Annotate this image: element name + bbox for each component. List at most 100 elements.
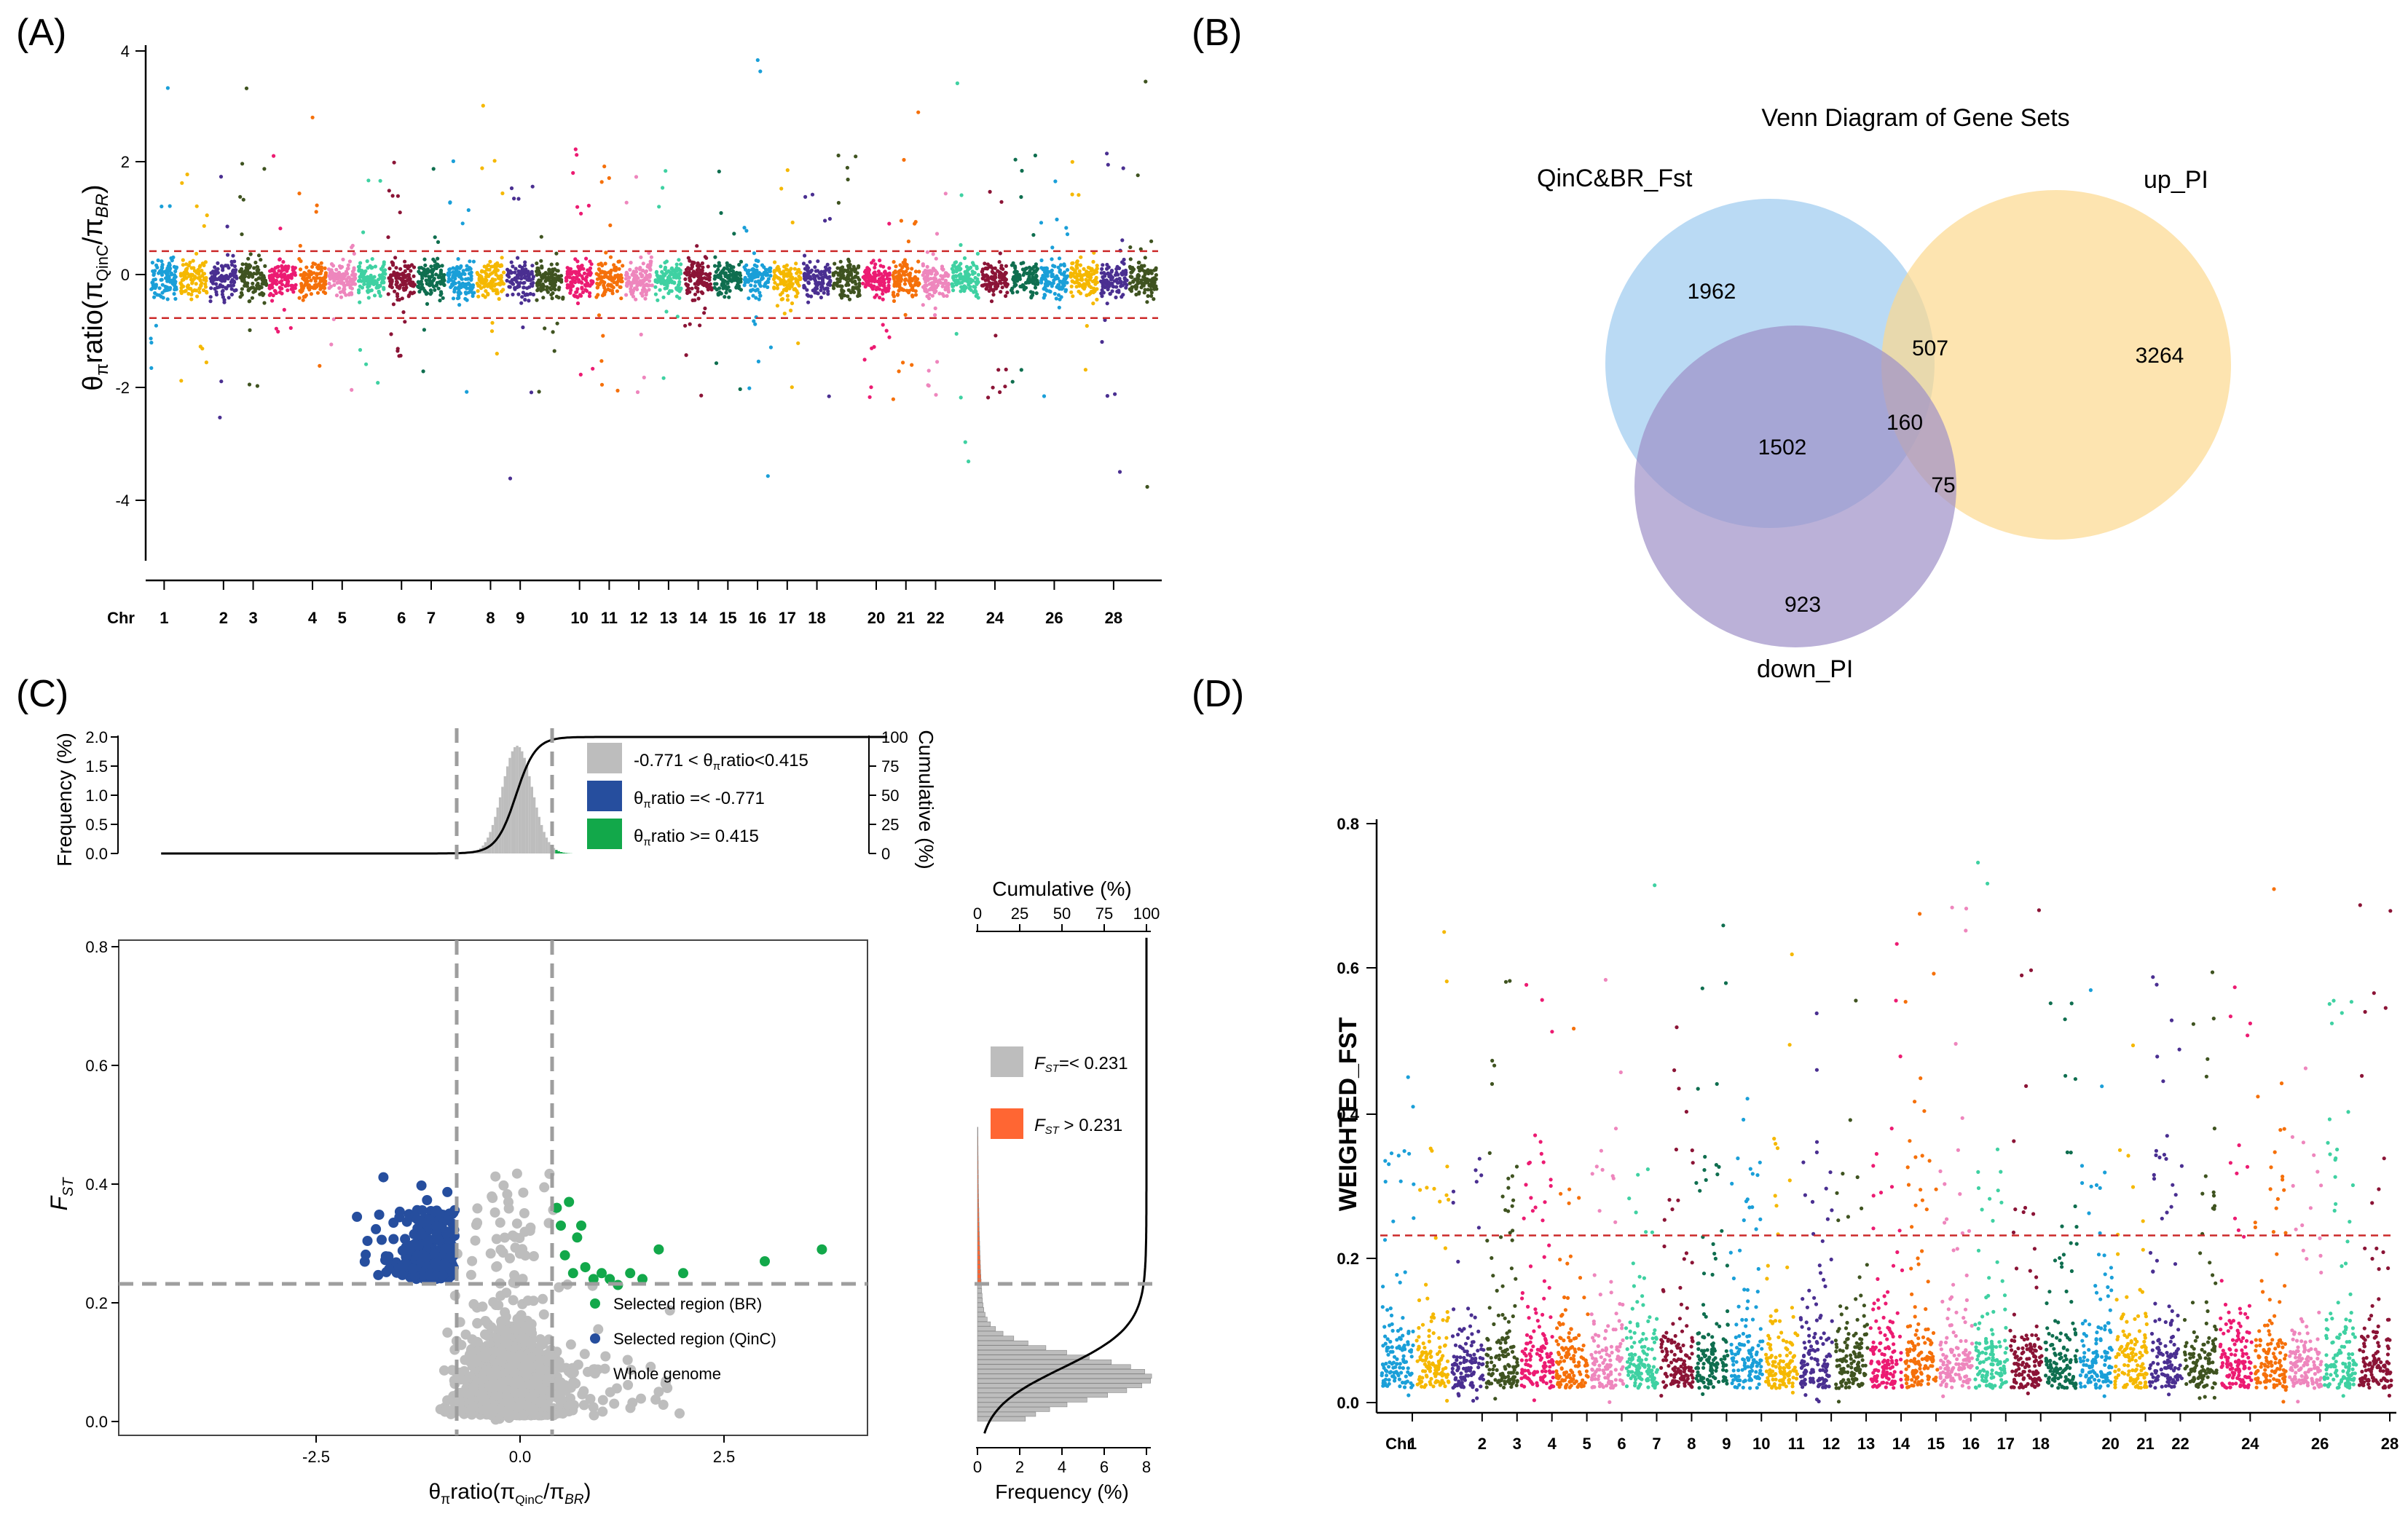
manhattan-a-point (286, 267, 290, 270)
manhattan-a-point (768, 269, 772, 273)
manhattan-a-point (1124, 286, 1128, 290)
manhattan-a-point (513, 287, 516, 291)
manhattan-a-point (900, 288, 904, 291)
manhattan-a-point (463, 297, 467, 301)
manhattan-a-point (551, 296, 554, 300)
manhattan-a-point (423, 264, 427, 267)
a-xtick-label: 21 (897, 609, 915, 627)
manhattan-a-point (204, 285, 208, 288)
manhattan-a-point (1137, 261, 1141, 264)
manhattan-a-point (569, 267, 573, 271)
manhattan-a-point (476, 289, 480, 293)
manhattan-a-point (261, 277, 265, 281)
manhattan-a-point (650, 283, 654, 287)
manhattan-a-point (393, 290, 396, 293)
manhattan-a-point (728, 269, 731, 273)
manhattan-a-point (674, 266, 678, 269)
manhattan-a-point (927, 296, 931, 300)
manhattan-a-point (256, 268, 260, 272)
manhattan-a-point (696, 261, 700, 265)
manhattan-a-point (521, 326, 524, 329)
manhattan-a-point (642, 376, 646, 379)
manhattan-a-point (539, 259, 543, 263)
manhattan-a-point (175, 266, 178, 269)
scatter-point-whole (491, 1262, 501, 1272)
manhattan-a-point (540, 266, 543, 269)
top-hist-bar (533, 797, 535, 853)
manhattan-a-point (596, 277, 599, 281)
manhattan-a-point (819, 282, 822, 285)
manhattan-a-point (1063, 277, 1067, 281)
manhattan-a-point (379, 179, 382, 183)
top-hist-bar (508, 758, 511, 853)
manhattan-a-point (588, 259, 591, 263)
manhattan-a-point (471, 294, 475, 298)
manhattan-a-point (200, 269, 203, 272)
manhattan-a-point (549, 293, 553, 296)
manhattan-a-point (532, 293, 535, 296)
manhattan-a-point (951, 284, 955, 288)
manhattan-a-point (1079, 264, 1082, 267)
manhattan-a-point (404, 275, 407, 279)
manhattan-a-point (881, 279, 884, 283)
manhattan-a-point (1011, 277, 1015, 281)
manhattan-a-point (839, 269, 843, 272)
venn-label-fst: QinC&BR_Fst (1537, 165, 1693, 192)
manhattan-a-point (438, 299, 441, 302)
manhattan-a-point (815, 291, 819, 295)
manhattan-a-point (1073, 275, 1077, 279)
manhattan-a-point (527, 299, 530, 302)
manhattan-a-point (320, 267, 323, 270)
manhattan-a-point (679, 262, 682, 266)
manhattan-a-point (926, 265, 929, 269)
manhattan-a-point (650, 256, 653, 259)
manhattan-a-point (398, 298, 401, 301)
manhattan-a-point (275, 327, 278, 331)
scatter-point-whole (442, 1328, 452, 1338)
a-xtick-label: 1 (160, 609, 168, 627)
manhattan-a-point (230, 260, 234, 264)
manhattan-a-point (975, 277, 979, 281)
manhattan-a-point (441, 296, 445, 300)
manhattan-a-point (358, 278, 361, 282)
manhattan-a-point (693, 293, 697, 296)
manhattan-a-point (168, 204, 172, 208)
manhattan-a-point (840, 290, 843, 293)
manhattan-a-point (1004, 368, 1008, 371)
manhattan-a-point (223, 279, 227, 283)
scatter-point-whole (466, 1270, 476, 1280)
manhattan-a-point (240, 291, 243, 295)
manhattan-a-point (204, 276, 208, 280)
manhattan-a-point (1071, 267, 1075, 271)
manhattan-a-point (1084, 368, 1087, 371)
manhattan-a-point (887, 267, 891, 270)
top-hist-bar (497, 808, 499, 853)
manhattan-a-point (424, 274, 428, 277)
manhattan-a-point (1042, 267, 1045, 271)
manhattan-a-point (960, 193, 964, 197)
manhattan-a-point (1055, 275, 1058, 279)
manhattan-a-point (561, 297, 564, 301)
top-hist-bar (506, 766, 508, 853)
manhattan-a-point (707, 288, 710, 291)
manhattan-a-point (634, 298, 637, 301)
manhattan-a-point (773, 275, 776, 278)
manhattan-a-point (387, 267, 391, 270)
manhattan-a-point (892, 299, 896, 303)
manhattan-a-point (270, 299, 274, 302)
manhattan-a-point (819, 296, 823, 299)
manhattan-a-point (377, 291, 381, 295)
manhattan-a-point (391, 194, 395, 197)
manhattan-a-point (661, 186, 664, 189)
manhattan-a-point (549, 288, 553, 291)
top-hist-bar (543, 832, 545, 853)
manhattan-a-point (520, 295, 524, 299)
manhattan-a-point (436, 257, 439, 261)
manhattan-a-point (642, 261, 645, 265)
scatter-point-whole (467, 1256, 477, 1266)
manhattan-a-point (516, 197, 520, 200)
manhattan-a-point (856, 271, 859, 275)
manhattan-a-point (337, 286, 341, 290)
manhattan-a-point (969, 288, 973, 292)
manhattan-a-point (459, 275, 463, 278)
